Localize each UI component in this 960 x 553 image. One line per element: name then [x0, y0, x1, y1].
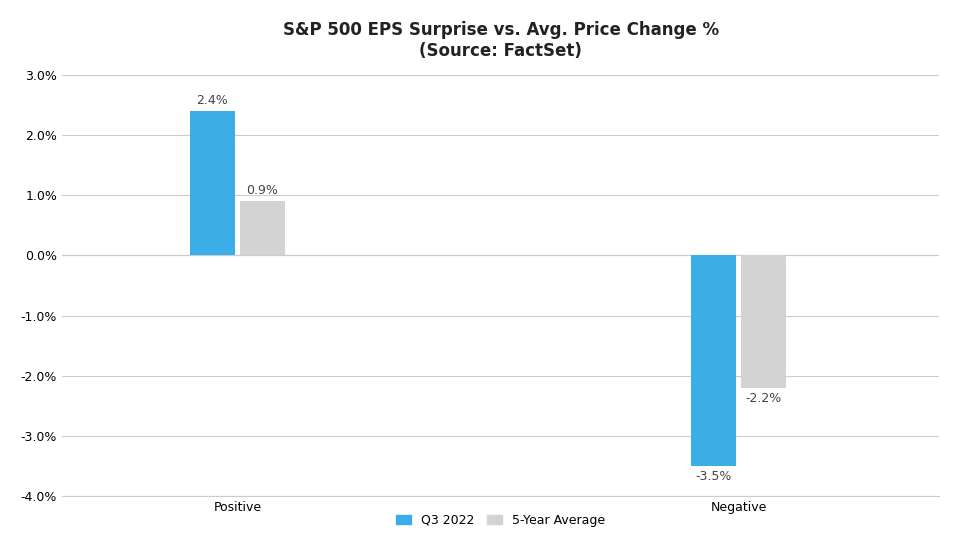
Bar — [741, 255, 786, 388]
Text: 2.4%: 2.4% — [197, 94, 228, 107]
Bar — [691, 255, 736, 466]
Legend: Q3 2022, 5-Year Average: Q3 2022, 5-Year Average — [391, 509, 611, 531]
Text: -3.5%: -3.5% — [695, 470, 732, 483]
Text: 0.9%: 0.9% — [247, 184, 278, 197]
Bar — [240, 201, 285, 255]
Title: S&P 500 EPS Surprise vs. Avg. Price Change %
(Source: FactSet): S&P 500 EPS Surprise vs. Avg. Price Chan… — [282, 21, 719, 60]
Text: -2.2%: -2.2% — [746, 392, 781, 405]
Bar — [190, 111, 235, 255]
